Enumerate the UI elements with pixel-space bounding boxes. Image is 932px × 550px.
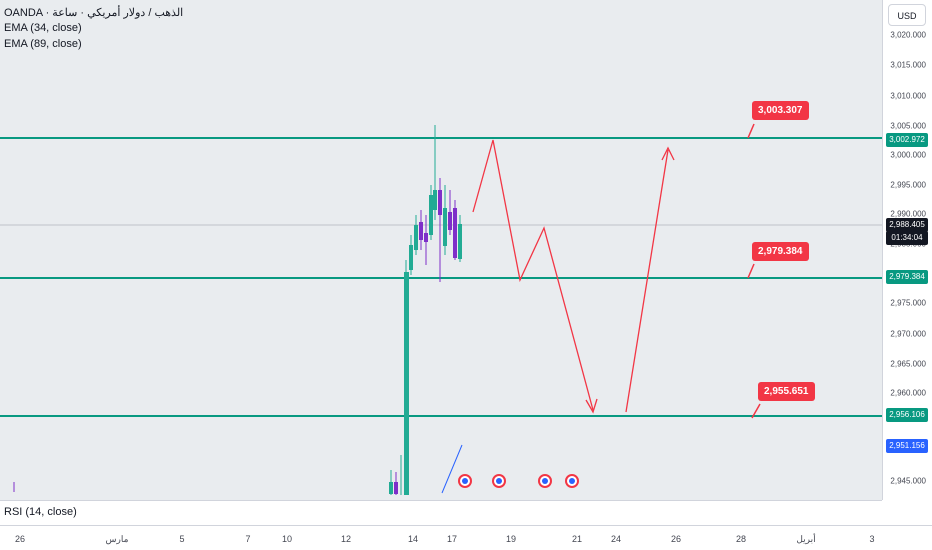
callout-pointer-low: [751, 403, 761, 419]
symbol-legend[interactable]: OANDA · الذهب / دولار أمريكي · ساعة: [4, 7, 184, 19]
callout-pointer-mid: [747, 263, 755, 279]
time-label: 12: [340, 534, 352, 544]
time-label: 21: [571, 534, 583, 544]
currency-button[interactable]: USD: [888, 4, 926, 26]
projected-path[interactable]: [472, 139, 594, 411]
time-label: 17: [446, 534, 458, 544]
countdown-tag: 01:34:04: [886, 231, 928, 245]
ema34-legend[interactable]: EMA (34, close): [4, 22, 82, 34]
price-tick: 3,010.000: [890, 91, 926, 101]
economic-event-icon[interactable]: [458, 474, 472, 488]
price-tick: 2,970.000: [890, 329, 926, 339]
price-tick: 3,005.000: [890, 121, 926, 131]
price-tick: 2,995.000: [890, 180, 926, 190]
price-tick: 2,965.000: [890, 359, 926, 369]
price-tick: 3,000.000: [890, 150, 926, 160]
economic-event-icon[interactable]: [538, 474, 552, 488]
economic-event-icon[interactable]: [565, 474, 579, 488]
price-tick: 2,960.000: [890, 388, 926, 398]
time-label: 3: [869, 534, 875, 544]
arrow-head-down: [585, 398, 598, 414]
current-price-tag: 2,988.405: [886, 218, 928, 232]
time-label: 7: [245, 534, 251, 544]
time-label: 26: [670, 534, 682, 544]
price-tick: 2,945.000: [890, 476, 926, 486]
level-low-tag: 2,956.106: [886, 408, 928, 422]
trend-line[interactable]: [441, 444, 463, 494]
chart-canvas[interactable]: [0, 0, 882, 500]
rsi-pane[interactable]: RSI (14, close): [0, 500, 882, 525]
price-tick: 2,990.000: [890, 209, 926, 219]
chart-area[interactable]: OANDA · الذهب / دولار أمريكي · ساعة EMA …: [0, 0, 882, 500]
price-scale[interactable]: 3,020.000 3,015.000 3,010.000 3,005.000 …: [882, 0, 932, 500]
blue-level-tag: 2,951.156: [886, 439, 928, 453]
callout-top[interactable]: 3,003.307: [752, 101, 809, 120]
time-axis[interactable]: 26 مارس 5 7 10 12 14 17 19 21 24 26 28 أ…: [0, 525, 932, 550]
time-label: 5: [179, 534, 185, 544]
price-tick: 3,020.000: [890, 30, 926, 40]
price-tick: 2,975.000: [890, 298, 926, 308]
callout-mid[interactable]: 2,979.384: [752, 242, 809, 261]
time-label: مارس: [105, 534, 129, 544]
time-label: 28: [735, 534, 747, 544]
rsi-legend[interactable]: RSI (14, close): [4, 506, 77, 518]
time-label: 19: [505, 534, 517, 544]
projected-path-up[interactable]: [625, 149, 669, 413]
time-label: أبريل: [796, 534, 816, 544]
arrow-head-up: [661, 146, 675, 161]
level-mid-tag: 2,979.384: [886, 270, 928, 284]
time-label: 10: [281, 534, 293, 544]
time-label: 26: [14, 534, 26, 544]
price-tick: 3,015.000: [890, 60, 926, 70]
time-label: 24: [610, 534, 622, 544]
callout-low[interactable]: 2,955.651: [758, 382, 815, 401]
callout-pointer-top: [747, 123, 755, 139]
level-top-tag: 3,002.972: [886, 133, 928, 147]
time-label: 14: [407, 534, 419, 544]
candles: [13, 125, 462, 495]
ema89-legend[interactable]: EMA (89, close): [4, 38, 82, 50]
economic-event-icon[interactable]: [492, 474, 506, 488]
